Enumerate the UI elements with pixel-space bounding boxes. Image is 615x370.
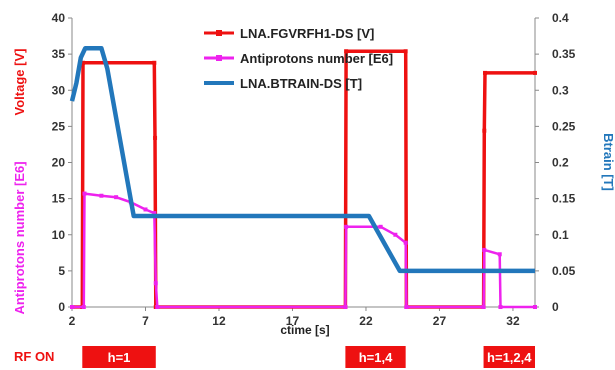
- y-left-tick-label: 40: [52, 11, 66, 25]
- series-2-marker: [70, 305, 74, 309]
- y-left-label-voltage: Voltage [V]: [12, 49, 27, 116]
- legend-entry-2: Antiprotons number [E6]: [240, 51, 393, 66]
- rf-segment-1: [82, 346, 156, 368]
- x-tick-label: 2: [69, 314, 76, 328]
- rf-segment-label-3: h=1,2,4: [487, 350, 532, 365]
- legend-entry-3: LNA.BTRAIN-DS [T]: [240, 76, 362, 91]
- x-tick-label: 17: [286, 314, 300, 328]
- series-2-marker: [533, 305, 537, 309]
- y-right-label-btrain: Btrain [T]: [601, 133, 615, 191]
- series-2-marker: [114, 195, 119, 200]
- y-right-tick-label: 0.3: [552, 83, 569, 97]
- y-right-tick-label: 0.25: [552, 119, 576, 133]
- x-tick-label: 7: [142, 314, 149, 328]
- series-lines: [69, 46, 537, 309]
- y-right-tick-label: 0.1: [552, 228, 569, 242]
- series-2-marker: [481, 305, 486, 309]
- y-left-tick-label: 5: [58, 264, 65, 278]
- rf-on-label: RF ON: [14, 349, 54, 364]
- series-2-marker: [155, 305, 160, 309]
- series-1-marker: [482, 128, 487, 133]
- series-2-marker: [143, 207, 148, 212]
- series-2-marker: [344, 224, 349, 229]
- legend-marker-1: [216, 30, 222, 36]
- y-left-label-antiprotons: Antiprotons number [E6]: [12, 161, 27, 314]
- series-2-marker: [153, 281, 158, 286]
- series-1-marker: [403, 49, 408, 54]
- rf-segment-3: [483, 346, 535, 368]
- y-right-tick-label: 0.05: [552, 264, 576, 278]
- series-2-marker: [82, 191, 87, 196]
- y-left-tick-label: 0: [58, 300, 65, 314]
- y-left-tick-label: 25: [52, 119, 66, 133]
- x-ticks: 2 7 12 17 22 27 32: [69, 307, 520, 328]
- series-2-marker: [81, 305, 86, 309]
- series-2-marker: [497, 252, 502, 257]
- series-1-marker: [81, 60, 86, 65]
- series-2-marker: [152, 211, 157, 216]
- y-right-tick-label: 0.35: [552, 47, 576, 61]
- y-left-tick-label: 15: [52, 192, 66, 206]
- y-right-tick-label: 0: [552, 300, 559, 314]
- series-1-marker: [483, 70, 488, 75]
- rf-on-segments: h=1 h=1,4 h=1,2,4: [82, 346, 535, 368]
- x-axis-label: ctime [s]: [280, 323, 329, 337]
- rf-segment-label-2: h=1,4: [359, 350, 393, 365]
- series-2-marker: [393, 232, 398, 237]
- x-tick-label: 22: [359, 314, 373, 328]
- series-2-marker: [403, 240, 408, 245]
- x-tick-label: 12: [212, 314, 226, 328]
- y-left-tick-label: 20: [52, 156, 66, 170]
- legend-marker-2: [216, 55, 222, 61]
- y-right-tick-label: 0.4: [552, 11, 569, 25]
- y-left-tick-label: 35: [52, 47, 66, 61]
- rf-segment-label-1: h=1: [108, 350, 131, 365]
- series-line-1: [72, 49, 535, 309]
- series-2-marker: [378, 224, 383, 229]
- series-line-3: [69, 46, 535, 274]
- series-2-marker: [404, 305, 409, 309]
- series-2-marker: [482, 247, 487, 252]
- x-tick-label: 27: [433, 314, 447, 328]
- series-2-marker: [99, 193, 104, 198]
- series-line-2: [72, 192, 535, 309]
- legend-entry-1: LNA.FGVRFH1-DS [V]: [240, 26, 374, 41]
- y-left-tick-label: 10: [52, 228, 66, 242]
- y-right-tick-label: 0.15: [552, 192, 576, 206]
- left-y-ticks: 0 5 10 15 20 25 30 35 40: [52, 11, 72, 314]
- series-2-marker: [343, 305, 348, 309]
- y-right-tick-label: 0.2: [552, 156, 569, 170]
- series-2-marker: [498, 305, 503, 309]
- series-1-marker: [533, 70, 537, 75]
- legend: LNA.FGVRFH1-DS [V] Antiprotons number [E6…: [204, 26, 393, 91]
- series-1-marker: [153, 135, 158, 140]
- series-1-marker: [344, 49, 349, 54]
- rf-segment-2: [345, 346, 406, 368]
- right-y-ticks: 0 0.05 0.1 0.15 0.2 0.25 0.3 0.35 0.4: [535, 11, 576, 314]
- series-1-marker: [152, 60, 157, 65]
- x-tick-label: 32: [506, 314, 520, 328]
- y-left-tick-label: 30: [52, 83, 66, 97]
